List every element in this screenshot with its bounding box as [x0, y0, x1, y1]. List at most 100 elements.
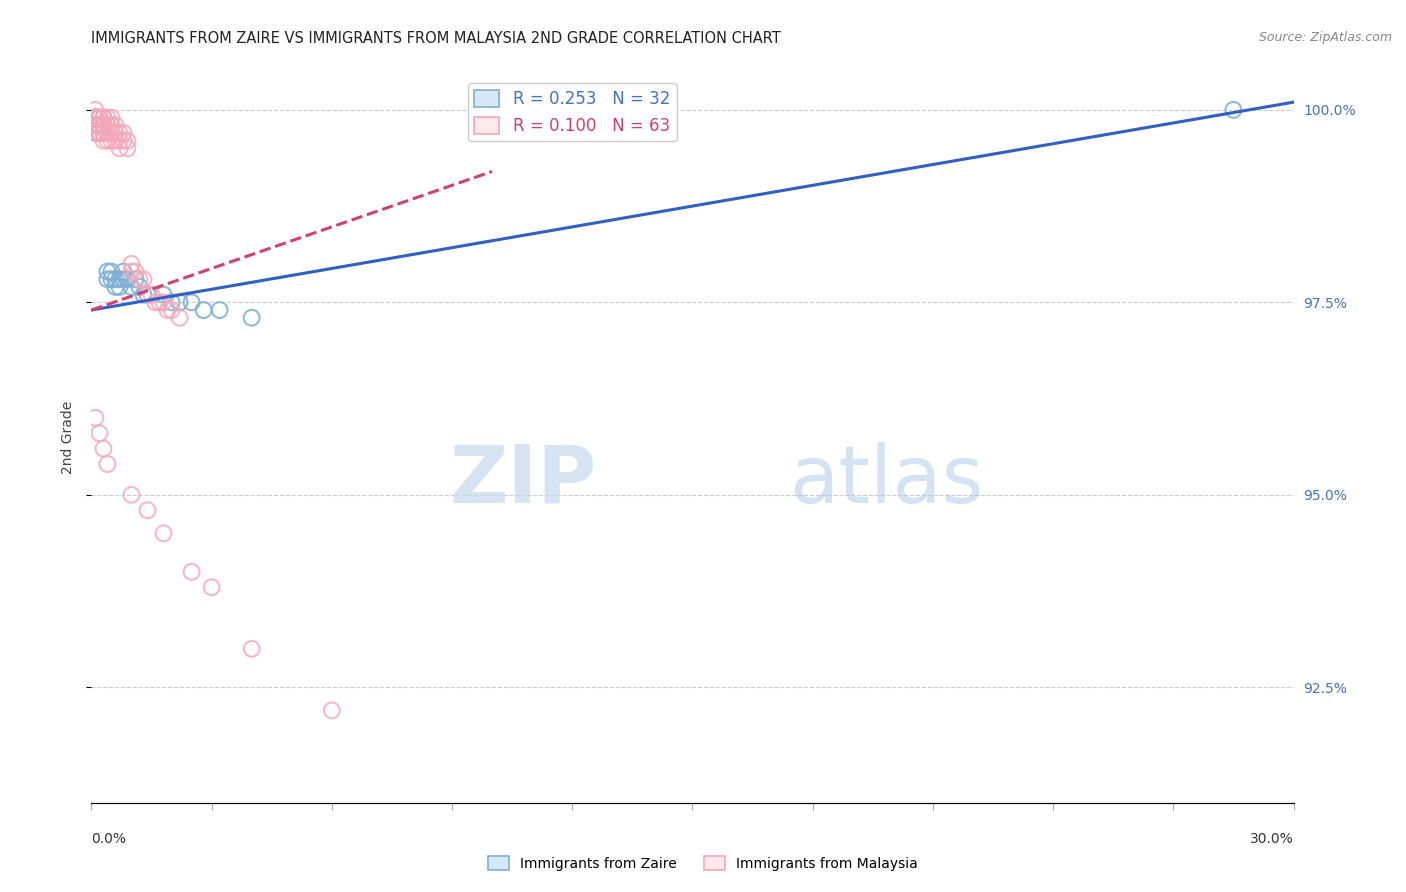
Text: 0.0%: 0.0%	[91, 832, 127, 846]
Point	[89, 111, 111, 125]
Point	[152, 526, 174, 541]
Point	[117, 272, 139, 286]
Point	[112, 272, 135, 286]
Point	[108, 126, 131, 140]
Point	[321, 703, 343, 717]
Point	[93, 126, 115, 140]
Point	[96, 272, 118, 286]
Point	[100, 111, 122, 125]
Point	[100, 264, 122, 278]
Point	[104, 134, 127, 148]
Point	[132, 287, 155, 301]
Point	[89, 126, 111, 140]
Point	[84, 111, 107, 125]
Point	[104, 118, 127, 132]
Point	[100, 126, 122, 140]
Point	[84, 126, 107, 140]
Point	[93, 111, 115, 125]
Point	[240, 310, 263, 325]
Point	[169, 295, 191, 310]
Point	[104, 126, 127, 140]
Point	[96, 134, 118, 148]
Y-axis label: 2nd Grade: 2nd Grade	[60, 401, 75, 474]
Point	[121, 257, 143, 271]
Point	[193, 303, 215, 318]
Point	[104, 280, 127, 294]
Point	[108, 280, 131, 294]
Point	[124, 272, 146, 286]
Point	[96, 126, 118, 140]
Text: atlas: atlas	[789, 442, 983, 520]
Point	[141, 287, 163, 301]
Point	[169, 310, 191, 325]
Point	[89, 118, 111, 132]
Legend: R = 0.253   N = 32, R = 0.100   N = 63: R = 0.253 N = 32, R = 0.100 N = 63	[468, 83, 676, 141]
Point	[108, 134, 131, 148]
Point	[96, 264, 118, 278]
Point	[93, 126, 115, 140]
Point	[89, 118, 111, 132]
Point	[152, 295, 174, 310]
Point	[121, 264, 143, 278]
Point	[89, 126, 111, 140]
Point	[121, 280, 143, 294]
Point	[112, 264, 135, 278]
Point	[84, 111, 107, 125]
Text: IMMIGRANTS FROM ZAIRE VS IMMIGRANTS FROM MALAYSIA 2ND GRADE CORRELATION CHART: IMMIGRANTS FROM ZAIRE VS IMMIGRANTS FROM…	[91, 31, 782, 46]
Point	[100, 118, 122, 132]
Point	[96, 457, 118, 471]
Text: 30.0%: 30.0%	[1250, 832, 1294, 846]
Point	[112, 126, 135, 140]
Point	[84, 410, 107, 425]
Point	[201, 580, 224, 594]
Point	[93, 134, 115, 148]
Text: ZIP: ZIP	[449, 442, 596, 520]
Point	[1222, 103, 1244, 117]
Point	[84, 118, 107, 132]
Point	[84, 118, 107, 132]
Point	[89, 426, 111, 441]
Point	[89, 111, 111, 125]
Point	[121, 488, 143, 502]
Point	[84, 118, 107, 132]
Point	[208, 303, 231, 318]
Point	[93, 118, 115, 132]
Point	[160, 303, 183, 318]
Point	[160, 295, 183, 310]
Point	[124, 264, 146, 278]
Point	[84, 111, 107, 125]
Point	[96, 118, 118, 132]
Point	[128, 272, 150, 286]
Point	[132, 272, 155, 286]
Point	[84, 111, 107, 125]
Point	[84, 103, 107, 117]
Point	[180, 565, 202, 579]
Point	[108, 141, 131, 155]
Point	[84, 111, 107, 125]
Point	[128, 280, 150, 294]
Point	[84, 111, 107, 125]
Point	[100, 134, 122, 148]
Point	[112, 134, 135, 148]
Point	[84, 111, 107, 125]
Point	[117, 141, 139, 155]
Text: Source: ZipAtlas.com: Source: ZipAtlas.com	[1258, 31, 1392, 45]
Point	[89, 111, 111, 125]
Point	[93, 118, 115, 132]
Point	[117, 134, 139, 148]
Point	[180, 295, 202, 310]
Point	[240, 641, 263, 656]
Point	[156, 303, 179, 318]
Point	[136, 287, 159, 301]
Legend: Immigrants from Zaire, Immigrants from Malaysia: Immigrants from Zaire, Immigrants from M…	[482, 850, 924, 876]
Point	[108, 272, 131, 286]
Point	[89, 126, 111, 140]
Point	[84, 126, 107, 140]
Point	[100, 272, 122, 286]
Point	[152, 287, 174, 301]
Point	[93, 111, 115, 125]
Point	[96, 111, 118, 125]
Point	[136, 287, 159, 301]
Point	[136, 503, 159, 517]
Point	[93, 442, 115, 456]
